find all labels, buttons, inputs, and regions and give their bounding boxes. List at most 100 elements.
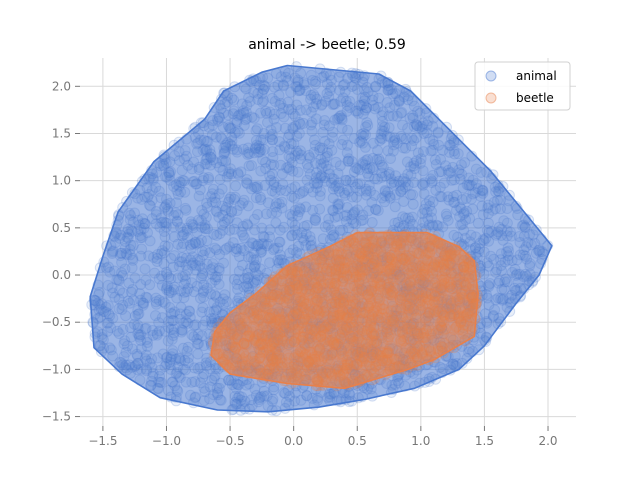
point-animal <box>167 261 179 273</box>
point-animal <box>373 92 385 104</box>
point-beetle <box>238 337 250 349</box>
point-animal <box>208 305 220 317</box>
point-animal <box>232 110 244 122</box>
point-animal <box>164 302 176 313</box>
point-animal <box>520 250 531 262</box>
point-animal <box>250 259 261 271</box>
point-animal <box>88 294 100 306</box>
point-animal <box>257 134 269 146</box>
point-animal <box>395 186 407 197</box>
point-animal <box>147 172 159 184</box>
point-animal <box>279 388 291 399</box>
point-animal <box>440 160 452 172</box>
x-tick-label: 0.5 <box>348 434 367 448</box>
point-animal <box>223 166 235 178</box>
point-animal <box>277 79 289 91</box>
point-animal <box>198 291 210 303</box>
point-animal <box>333 112 345 124</box>
point-animal <box>120 359 132 371</box>
point-beetle <box>366 314 378 326</box>
point-animal <box>180 252 192 264</box>
point-beetle <box>395 348 407 359</box>
point-beetle <box>299 313 311 325</box>
point-animal <box>184 239 196 251</box>
point-animal <box>401 156 413 168</box>
point-animal <box>122 340 133 352</box>
point-animal <box>370 80 382 92</box>
point-animal <box>506 255 518 267</box>
point-animal <box>123 207 135 219</box>
point-animal <box>407 198 419 210</box>
point-animal <box>159 361 171 372</box>
point-animal <box>335 66 347 78</box>
point-animal <box>178 292 190 304</box>
point-animal <box>357 108 369 120</box>
point-animal <box>164 174 176 186</box>
point-animal <box>411 119 423 131</box>
point-beetle <box>388 316 400 328</box>
point-beetle <box>366 352 377 364</box>
point-beetle <box>385 328 396 340</box>
point-animal <box>346 156 358 168</box>
point-animal <box>172 188 184 200</box>
point-beetle <box>361 324 373 336</box>
point-animal <box>207 183 219 195</box>
point-animal <box>248 112 260 124</box>
point-animal <box>293 117 305 128</box>
point-animal <box>435 153 447 165</box>
point-animal <box>395 107 407 119</box>
point-animal <box>132 358 143 370</box>
point-beetle <box>315 287 327 299</box>
point-animal <box>197 263 209 274</box>
point-beetle <box>319 374 331 386</box>
point-animal <box>340 174 352 186</box>
point-animal <box>139 323 151 335</box>
point-animal <box>463 179 475 191</box>
point-animal <box>177 363 189 375</box>
point-animal <box>358 127 370 139</box>
point-animal <box>350 105 362 117</box>
point-beetle <box>350 298 362 310</box>
point-animal <box>155 376 167 388</box>
point-animal <box>216 309 228 321</box>
point-beetle <box>346 260 358 272</box>
point-animal <box>319 135 331 147</box>
point-animal <box>168 210 180 221</box>
point-animal <box>165 253 177 264</box>
point-animal <box>135 224 147 236</box>
point-animal <box>328 231 340 243</box>
point-beetle <box>301 298 313 310</box>
point-animal <box>163 167 175 178</box>
point-beetle <box>370 266 382 278</box>
point-animal <box>382 186 394 198</box>
point-beetle <box>356 364 368 376</box>
point-animal <box>258 385 270 397</box>
point-animal <box>335 109 347 121</box>
point-beetle <box>390 303 402 315</box>
point-animal <box>170 391 182 403</box>
point-animal <box>139 218 151 230</box>
point-animal <box>311 392 323 404</box>
point-animal <box>168 221 179 233</box>
point-animal <box>268 159 280 171</box>
point-animal <box>202 136 214 147</box>
point-animal <box>344 102 356 113</box>
point-animal <box>180 376 192 388</box>
point-animal <box>348 133 360 144</box>
point-animal <box>220 201 232 213</box>
point-beetle <box>258 310 270 322</box>
point-animal <box>419 177 431 189</box>
point-beetle <box>383 278 395 290</box>
point-animal <box>503 195 515 207</box>
point-animal <box>495 260 507 272</box>
point-animal <box>261 267 273 279</box>
point-beetle <box>416 348 428 360</box>
point-animal <box>231 205 243 217</box>
point-animal <box>147 174 159 186</box>
point-beetle <box>281 357 293 369</box>
point-animal <box>179 202 191 214</box>
y-tick-label: 2.0 <box>52 79 71 93</box>
point-animal <box>282 67 294 79</box>
point-animal <box>139 218 151 230</box>
point-animal <box>223 374 235 386</box>
